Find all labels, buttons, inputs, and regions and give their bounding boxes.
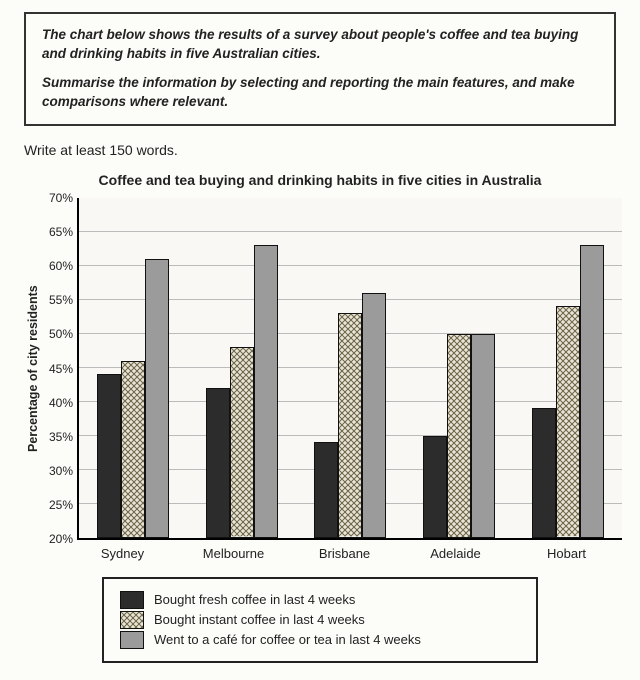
bar-cafe [254, 245, 278, 537]
x-label: Sydney [67, 546, 178, 561]
bar-fresh [314, 442, 338, 537]
legend-swatch [120, 631, 144, 649]
x-label: Brisbane [289, 546, 400, 561]
bar-cafe [145, 259, 169, 538]
group-adelaide [405, 334, 514, 538]
legend-item-cafe: Went to a café for coffee or tea in last… [120, 631, 520, 649]
legend-label: Bought fresh coffee in last 4 weeks [154, 592, 355, 607]
prompt-line-1: The chart below shows the results of a s… [42, 26, 598, 64]
x-label: Melbourne [178, 546, 289, 561]
bar-groups [79, 198, 622, 538]
legend-item-instant: Bought instant coffee in last 4 weeks [120, 611, 520, 629]
bar-instant [121, 361, 145, 538]
prompt-line-2: Summarise the information by selecting a… [42, 74, 598, 112]
x-label: Hobart [511, 546, 622, 561]
bar-instant [230, 347, 254, 537]
group-sydney [79, 259, 188, 538]
bar-fresh [97, 374, 121, 537]
legend-label: Went to a café for coffee or tea in last… [154, 632, 421, 647]
bar-instant [556, 306, 580, 537]
legend: Bought fresh coffee in last 4 weeks Bough… [102, 577, 538, 663]
y-axis-ticks: 70%65%60%55%50%45%40%35%30%25%20% [40, 198, 77, 540]
group-melbourne [188, 245, 297, 537]
bar-cafe [362, 293, 386, 538]
bar-instant [447, 334, 471, 538]
legend-item-fresh: Bought fresh coffee in last 4 weeks [120, 591, 520, 609]
bar-cafe [580, 245, 604, 537]
group-hobart [513, 245, 622, 537]
word-count-instruction: Write at least 150 words. [24, 142, 622, 158]
legend-label: Bought instant coffee in last 4 weeks [154, 612, 365, 627]
task-prompt-box: The chart below shows the results of a s… [24, 12, 616, 126]
bar-cafe [471, 334, 495, 538]
x-label: Adelaide [400, 546, 511, 561]
bar-instant [338, 313, 362, 537]
group-brisbane [296, 293, 405, 538]
y-axis-label: Percentage of city residents [24, 198, 40, 540]
legend-swatch [120, 611, 144, 629]
plot-area [77, 198, 622, 540]
legend-swatch [120, 591, 144, 609]
bar-fresh [206, 388, 230, 538]
bar-fresh [423, 436, 447, 538]
x-axis-labels: SydneyMelbourneBrisbaneAdelaideHobart [67, 546, 622, 561]
chart-title: Coffee and tea buying and drinking habit… [18, 172, 622, 188]
chart: Percentage of city residents 70%65%60%55… [24, 198, 622, 540]
bar-fresh [532, 408, 556, 537]
